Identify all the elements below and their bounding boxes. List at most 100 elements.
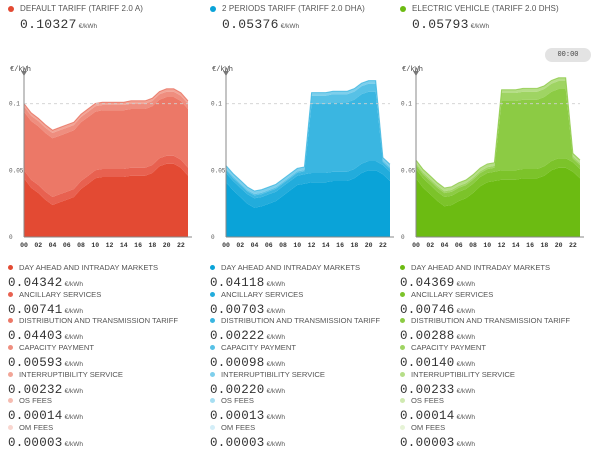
legend-unit: €/kWh: [456, 387, 476, 395]
time-cursor-icon[interactable]: [413, 71, 419, 76]
legend-label: DAY AHEAD AND INTRADAY MARKETS: [19, 263, 159, 272]
legend-item: DISTRIBUTION AND TRANSMISSION TARIFF 0.04…: [8, 316, 208, 343]
legend-unit: €/kWh: [456, 414, 476, 422]
area-series: [24, 97, 188, 197]
legend-item: ANCILLARY SERVICES 0.00703 €/kWh: [210, 290, 410, 317]
x-tick-label: 14: [120, 242, 128, 249]
y-axis-label: €/kWh: [212, 66, 233, 74]
legend-label: ANCILLARY SERVICES: [411, 289, 494, 299]
component-legend: DAY AHEAD AND INTRADAY MARKETS 0.04118 €/k…: [210, 263, 410, 450]
legend-value: 0.00003: [210, 436, 265, 451]
legend-label: DAY AHEAD AND INTRADAY MARKETS: [411, 263, 551, 272]
legend-item: CAPACITY PAYMENT 0.00098 €/kWh: [210, 343, 410, 370]
y-tick-label: 0.1: [211, 101, 222, 108]
legend-label: INTERRUPTIBILITY SERVICE: [221, 369, 325, 379]
x-tick-label: 00: [412, 242, 420, 249]
chart-svg: €/kWh 0 0.05 0.1 00 02 04 06 08 10 12 14 16 18 20 22: [9, 66, 192, 249]
x-tick-label: 06: [265, 242, 273, 249]
legend-value: 0.04403: [8, 329, 63, 344]
time-cursor-icon[interactable]: [223, 71, 229, 76]
y-tick-label: 0.05: [211, 167, 226, 174]
area-series: [416, 77, 580, 192]
legend-item: OS FEES 0.00014 €/kWh: [400, 396, 600, 423]
legend-item: CAPACITY PAYMENT 0.00140 €/kWh: [400, 343, 600, 370]
legend-color-dot: [210, 345, 215, 351]
legend-item: DAY AHEAD AND INTRADAY MARKETS 0.04369 €/k…: [400, 263, 600, 290]
legend-value: 0.00014: [400, 409, 455, 424]
time-selector-badge[interactable]: 00:00: [545, 48, 591, 62]
legend-color-dot: [400, 398, 405, 404]
time-cursor-icon[interactable]: [21, 71, 27, 76]
chart-svg: €/kWh 0 0.05 0.1 00 02 04 06 08 10 12 14 16 18 20 22: [401, 66, 584, 249]
x-tick-label: 14: [512, 242, 520, 249]
total-price-line: [225, 80, 391, 192]
legend-item: OM FEES 0.00003 €/kWh: [210, 423, 410, 450]
legend-unit: €/kWh: [456, 281, 476, 288]
tariff-total-price: 0.10327: [20, 17, 77, 32]
legend-color-dot: [8, 371, 13, 377]
legend-label: OS FEES: [221, 396, 254, 406]
legend-label: DAY AHEAD AND INTRADAY MARKETS: [221, 263, 361, 272]
legend-color-dot: [400, 371, 405, 377]
y-tick-label: 0.05: [9, 167, 24, 174]
legend-value: 0.00593: [8, 356, 63, 371]
area-series: [24, 155, 188, 205]
y-tick-label: 0.1: [9, 101, 20, 108]
legend-unit: €/kWh: [266, 361, 286, 369]
legend-color-dot: [8, 318, 13, 324]
y-tick-label: 0.05: [401, 167, 416, 174]
tariff-header: DEFAULT TARIFF (TARIFF 2.0 A) 0.10327 €/k…: [8, 4, 198, 33]
tariff-total-price: 0.05376: [222, 17, 279, 32]
legend-item: INTERRUPTIBILITY SERVICE 0.00220 €/kWh: [210, 370, 410, 397]
x-tick-label: 20: [555, 242, 563, 249]
legend-value: 0.00288: [400, 329, 455, 344]
legend-value: 0.04118: [210, 276, 265, 290]
tariff-name: ELECTRIC VEHICLE (TARIFF 2.0 DHS): [412, 4, 559, 13]
area-series: [24, 163, 188, 237]
y-tick-label: 0: [9, 234, 13, 241]
x-tick-label: 18: [540, 242, 548, 249]
legend-color-dot: [8, 398, 13, 404]
tariff-area-chart[interactable]: €/kWh 0 0.05 0.1 00 02 04 06 08 10 12 14 16 18 20 22: [210, 55, 400, 255]
legend-label: DISTRIBUTION AND TRANSMISSION TARIFF: [19, 316, 179, 326]
legend-unit: €/kWh: [266, 281, 286, 288]
tariff-area-chart[interactable]: €/kWh 0 0.05 0.1 00 02 04 06 08 10 12 14 16 18 20 22: [400, 55, 590, 255]
legend-item: INTERRUPTIBILITY SERVICE 0.00232 €/kWh: [8, 370, 208, 397]
x-tick-label: 22: [569, 242, 577, 249]
tariff-panel-2-periods: 2 PERIODS TARIFF (TARIFF 2.0 DHA) 0.0537…: [210, 0, 400, 450]
legend-color-dot: [8, 265, 13, 270]
x-tick-label: 12: [106, 242, 114, 249]
legend-unit: €/kWh: [266, 334, 286, 342]
legend-color-dot: [210, 318, 215, 324]
x-tick-label: 22: [177, 242, 185, 249]
legend-value: 0.00220: [210, 382, 265, 397]
legend-label: OM FEES: [221, 423, 256, 433]
area-series: [416, 158, 580, 207]
tariff-area-chart[interactable]: €/kWh 0 0.05 0.1 00 02 04 06 08 10 12 14 16 18 20 22: [8, 55, 198, 255]
area-series: [416, 81, 580, 194]
legend-label: ANCILLARY SERVICES: [221, 289, 304, 299]
legend-label: CAPACITY PAYMENT: [221, 343, 296, 353]
legend-label: OS FEES: [411, 396, 444, 406]
x-tick-label: 08: [77, 242, 85, 249]
legend-unit: €/kWh: [456, 441, 476, 449]
area-series: [226, 161, 390, 208]
legend-label: CAPACITY PAYMENT: [19, 343, 94, 353]
legend-color-dot: [400, 318, 405, 324]
area-series: [226, 170, 390, 237]
legend-item: DAY AHEAD AND INTRADAY MARKETS 0.04342 €/k…: [8, 263, 208, 290]
x-tick-label: 12: [308, 242, 316, 249]
total-price-line: [23, 88, 189, 131]
series-color-dot: [210, 5, 216, 12]
tariff-panel-default: DEFAULT TARIFF (TARIFF 2.0 A) 0.10327 €/k…: [8, 0, 198, 450]
legend-value: 0.00098: [210, 356, 265, 371]
tariff-header: 2 PERIODS TARIFF (TARIFF 2.0 DHA) 0.0537…: [210, 4, 400, 33]
legend-value: 0.04369: [400, 276, 455, 290]
x-tick-label: 04: [49, 242, 57, 249]
legend-value: 0.00003: [400, 436, 455, 451]
legend-color-dot: [400, 265, 405, 270]
legend-label: OM FEES: [411, 423, 446, 433]
legend-value: 0.00222: [210, 329, 265, 344]
component-legend: DAY AHEAD AND INTRADAY MARKETS 0.04342 €/k…: [8, 263, 208, 450]
tariff-name: DEFAULT TARIFF (TARIFF 2.0 A): [20, 4, 144, 13]
